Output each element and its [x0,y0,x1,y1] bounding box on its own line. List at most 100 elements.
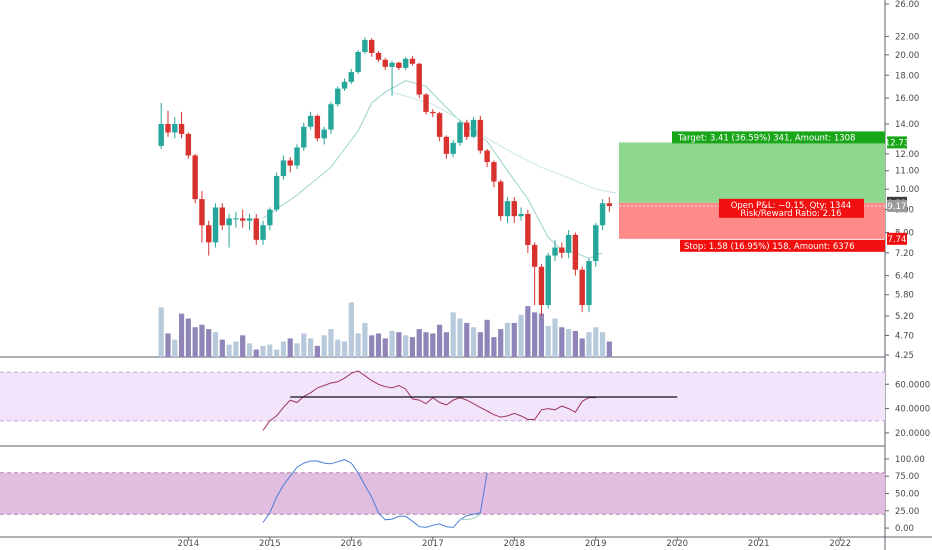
rsi-tick-label: 20.0000 [895,429,930,439]
stop-price-badge-bg [887,232,907,245]
volume-bar [307,338,314,357]
candle-body [593,225,599,262]
volume-bar [321,335,327,357]
target-label-bg [672,131,885,144]
axes: 26.00 22.00 20.00 18.00 16.00 14.00 12.00 11.00… [178,0,931,549]
target-label: Target: 3.41 (36.59%) 341, Amount: 1308 [677,133,855,143]
target-zone[interactable] [619,142,885,203]
candle-body [552,247,558,256]
candle-body [457,122,463,143]
candle-body [172,123,178,133]
candle-body [219,207,226,226]
candle-body [165,123,171,133]
volume-bar [511,322,517,357]
volume-bar [423,332,429,357]
stop-price-badge: 7.74 [888,235,907,245]
stochastic-band [0,472,885,515]
time-tick-label: 2016 [340,539,362,549]
candle-body [348,72,355,82]
open-pnl-label: Open P&L: −0.15, Qty: 1344 [731,201,852,211]
volume-bar [491,337,497,357]
volume-bar [199,324,205,357]
target-price-badge: 12.73 [885,138,909,148]
candle-body [273,176,280,210]
candle-body [280,160,287,177]
volume-bar [552,318,558,357]
candle-body [239,218,246,221]
candle-body [192,155,198,200]
volume-bar [335,339,341,357]
candlesticks [158,37,613,316]
price-tick-label: 4.70 [895,331,914,341]
volume-bar [525,306,531,357]
candle-body [450,142,456,154]
stochastic-tick-label: 25.00 [895,507,919,517]
volume-bar [606,341,612,357]
candle-body [586,261,592,306]
volume-bar [416,329,422,357]
price-tick-label: 11.00 [895,167,919,177]
candle-body [511,201,517,217]
candle-body [443,136,450,154]
volume-bar [430,333,436,357]
stochastic-pane [0,459,885,528]
volume-bar [192,327,198,357]
volume-bar [409,337,416,357]
candle-body [409,58,416,64]
stochastic-tick-label: 100.00 [895,455,925,465]
candle-body [267,209,273,226]
candle-body [253,218,259,240]
volume-bar [233,341,239,357]
time-tick-label: 2020 [666,539,688,549]
time-tick-label: 2021 [748,539,770,549]
candle-body [477,119,484,151]
candle-body [416,63,422,95]
candle-body [402,58,409,68]
volume-bar [566,329,572,357]
volume-bar [375,333,382,357]
price-tick-label: 4.25 [895,351,914,361]
volume-bar [294,343,300,357]
candle-body [199,199,205,226]
volume-bar [226,344,232,357]
long-position-zones[interactable] [619,142,885,239]
stop-label-bg [680,239,885,252]
volume-bar [178,313,185,357]
stop-label: Stop: 1.58 (16.95%) 158, Amount: 6376 [684,242,855,252]
candle-body [314,115,321,139]
stochastic-tick-label: 75.00 [895,472,919,482]
volume-bar [389,330,395,357]
price-tick-label: 12.00 [895,150,919,160]
candle-body [504,201,511,217]
candle-body [389,62,395,67]
candle-body [294,147,300,166]
volume-bar [355,333,361,357]
volume-bar [504,322,511,357]
candle-body [565,234,572,253]
volume-bar [538,313,545,357]
volume-bar [274,349,280,357]
volume-bar [341,341,348,357]
candle-body [246,218,253,221]
candle-body [491,162,497,182]
stochastic-tick-label: 50.00 [895,490,919,500]
stochastic-k-line [262,459,488,528]
price-tick-label: 6.40 [895,272,914,282]
volume-bar [593,327,599,357]
volume-bar [260,345,266,357]
rsi-tick-label: 60.0000 [895,380,930,390]
candle-body [368,39,375,53]
price-tick-label: 7.20 [895,249,914,259]
stochastic-d-line [459,513,481,521]
volume-bar [301,333,307,357]
time-tick-label: 2015 [259,539,281,549]
rsi-pane [0,370,885,431]
volume-bar [464,322,470,357]
rsi-tick-label: 40.0000 [895,405,930,415]
candle-body [518,213,524,217]
volume-bar [443,332,449,357]
volume-bar [212,332,219,357]
rsi-band [0,372,885,421]
